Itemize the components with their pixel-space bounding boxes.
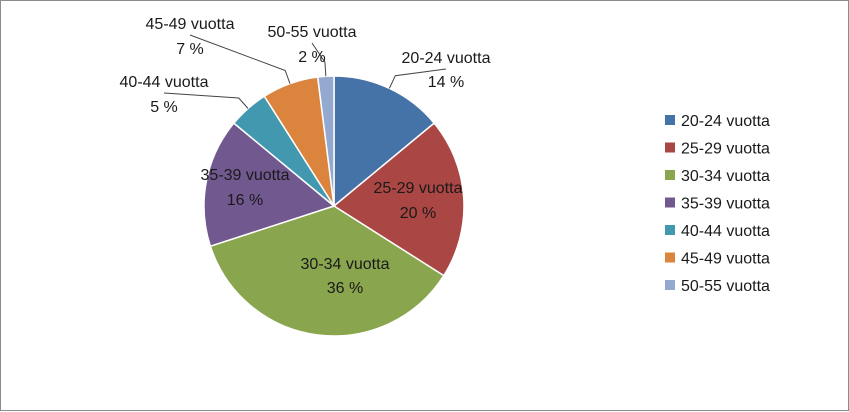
legend-label-35-39-vuotta: 35-39 vuotta xyxy=(681,196,770,213)
data-label-category-40-44-vuotta: 40-44 vuotta xyxy=(120,74,209,91)
data-label-category-45-49-vuotta: 45-49 vuotta xyxy=(146,16,235,33)
legend-label-40-44-vuotta: 40-44 vuotta xyxy=(681,223,770,240)
pie-slice-35-39-vuotta xyxy=(203,122,336,248)
data-label-value-20-24-vuotta: 14 % xyxy=(428,74,464,91)
legend-item-30-34-vuotta: 30-34 vuotta xyxy=(665,168,770,185)
data-label-category-35-39-vuotta: 35-39 vuotta xyxy=(201,167,290,184)
legend-swatch-25-29-vuotta xyxy=(665,142,675,153)
legend-label-50-55-vuotta: 50-55 vuotta xyxy=(681,278,770,295)
legend-item-20-24-vuotta: 20-24 vuotta xyxy=(665,113,770,130)
leader-lines xyxy=(163,34,447,109)
data-label-value-40-44-vuotta: 5 % xyxy=(150,99,178,116)
leader-line-40-44-vuotta xyxy=(163,92,249,109)
data-label-value-35-39-vuotta: 16 % xyxy=(227,192,263,209)
legend-item-50-55-vuotta: 50-55 vuotta xyxy=(665,278,770,295)
legend-item-35-39-vuotta: 35-39 vuotta xyxy=(665,196,770,213)
legend-swatch-45-49-vuotta xyxy=(665,252,675,263)
pie-slice-50-55-vuotta xyxy=(316,75,335,207)
data-label-category-20-24-vuotta: 20-24 vuotta xyxy=(402,50,491,67)
pie-slice-20-24-vuotta xyxy=(333,75,436,208)
legend-swatch-40-44-vuotta xyxy=(665,225,675,235)
data-label-value-25-29-vuotta: 20 % xyxy=(400,205,436,222)
data-labels: 20-24 vuotta 14 % 25-29 vuotta 20 % 30-34 vu… xyxy=(120,16,491,297)
leader-line-20-24-vuotta xyxy=(388,68,447,89)
legend-swatch-35-39-vuotta xyxy=(665,197,675,208)
data-label-category-25-29-vuotta: 25-29 vuotta xyxy=(374,180,463,197)
leader-line-45-49-vuotta xyxy=(189,34,291,84)
legend-swatch-20-24-vuotta xyxy=(665,115,675,125)
data-label-value-50-55-vuotta: 2 % xyxy=(298,49,326,66)
legend-label-25-29-vuotta: 25-29 vuotta xyxy=(681,141,770,158)
legend-item-45-49-vuotta: 45-49 vuotta xyxy=(665,251,770,268)
pie-slices xyxy=(203,75,465,337)
leader-line-50-55-vuotta xyxy=(311,42,327,77)
pie-slice-30-34-vuotta xyxy=(209,205,445,337)
data-label-category-30-34-vuotta: 30-34 vuotta xyxy=(301,256,390,273)
legend-item-25-29-vuotta: 25-29 vuotta xyxy=(665,141,770,158)
pie-slice-25-29-vuotta xyxy=(332,122,465,277)
legend-swatch-50-55-vuotta xyxy=(665,280,675,290)
legend-label-30-34-vuotta: 30-34 vuotta xyxy=(681,168,770,185)
data-label-value-30-34-vuotta: 36 % xyxy=(327,280,363,297)
legend-item-40-44-vuotta: 40-44 vuotta xyxy=(665,223,770,240)
legend: 20-24 vuotta 25-29 vuotta 30-34 vuotta 35-3… xyxy=(665,113,770,295)
legend-label-20-24-vuotta: 20-24 vuotta xyxy=(681,113,770,130)
legend-label-45-49-vuotta: 45-49 vuotta xyxy=(681,251,770,268)
data-label-value-45-49-vuotta: 7 % xyxy=(176,41,204,58)
legend-swatch-30-34-vuotta xyxy=(665,170,675,180)
data-label-category-50-55-vuotta: 50-55 vuotta xyxy=(268,24,357,41)
